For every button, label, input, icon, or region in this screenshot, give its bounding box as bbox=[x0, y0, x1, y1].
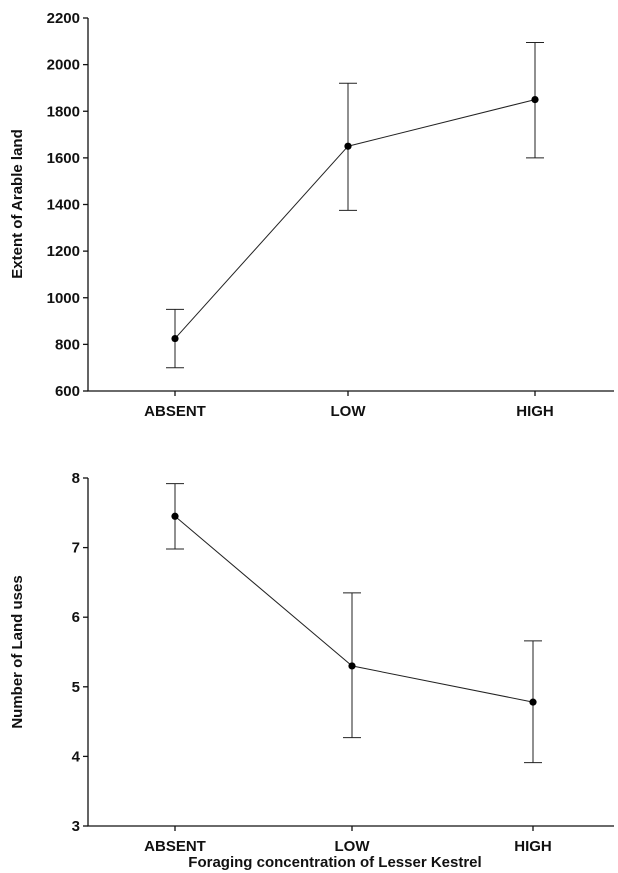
x-tick-label-low: LOW bbox=[331, 403, 367, 420]
y-tick-label: 1000 bbox=[47, 290, 80, 307]
x-tick-label-high: HIGH bbox=[516, 403, 554, 420]
data-point-low bbox=[348, 662, 356, 670]
y-tick-label: 1400 bbox=[47, 197, 80, 214]
y-tick-label: 2200 bbox=[47, 10, 80, 27]
y-axis-title: Number of Land uses bbox=[9, 575, 26, 728]
y-tick-label: 3 bbox=[72, 818, 80, 835]
axis-frame bbox=[87, 478, 614, 827]
y-tick-label: 1600 bbox=[47, 150, 80, 167]
y-tick-label: 800 bbox=[55, 336, 80, 353]
y-axis-title: Extent of Arable land bbox=[9, 129, 26, 278]
data-point-high bbox=[531, 95, 539, 104]
x-tick-label-absent: ABSENT bbox=[144, 838, 206, 855]
error-bars bbox=[166, 41, 544, 369]
error-bars bbox=[166, 483, 542, 764]
data-point-low bbox=[344, 142, 352, 150]
series-line bbox=[174, 99, 536, 339]
y-axis-ticks: 3 4 5 6 7 8 bbox=[72, 470, 88, 835]
chart-arable-land: Extent of Arable land 600 800 1000 1200 1400… bbox=[9, 10, 614, 420]
x-axis-ticks: ABSENT LOW HIGH bbox=[144, 391, 554, 420]
y-tick-label: 1800 bbox=[47, 103, 80, 120]
x-axis-ticks: ABSENT LOW HIGH bbox=[144, 826, 552, 855]
y-tick-label: 7 bbox=[72, 540, 80, 557]
data-point-absent bbox=[171, 334, 179, 343]
data-point-absent bbox=[171, 512, 179, 520]
y-tick-label: 600 bbox=[55, 383, 80, 400]
chart-land-uses: Number of Land uses Foraging concentrati… bbox=[9, 470, 614, 871]
x-tick-label-absent: ABSENT bbox=[144, 403, 206, 420]
y-tick-label: 6 bbox=[72, 609, 80, 626]
data-point-high bbox=[529, 698, 537, 706]
y-tick-label: 8 bbox=[72, 470, 80, 487]
series-line bbox=[174, 515, 534, 703]
x-tick-label-high: HIGH bbox=[514, 838, 552, 855]
series-line-layer bbox=[174, 515, 534, 703]
y-tick-label: 1200 bbox=[47, 243, 80, 260]
x-tick-label-low: LOW bbox=[335, 838, 371, 855]
data-points bbox=[171, 512, 537, 706]
y-tick-label: 5 bbox=[72, 679, 80, 696]
data-points bbox=[171, 95, 539, 343]
y-axis-ticks: 600 800 1000 1200 1400 1600 1800 2000 2200 bbox=[47, 10, 88, 400]
series-line-layer bbox=[174, 99, 536, 339]
x-axis-title: Foraging concentration of Lesser Kestrel bbox=[188, 854, 481, 871]
y-tick-label: 2000 bbox=[47, 57, 80, 74]
y-tick-label: 4 bbox=[72, 748, 81, 765]
